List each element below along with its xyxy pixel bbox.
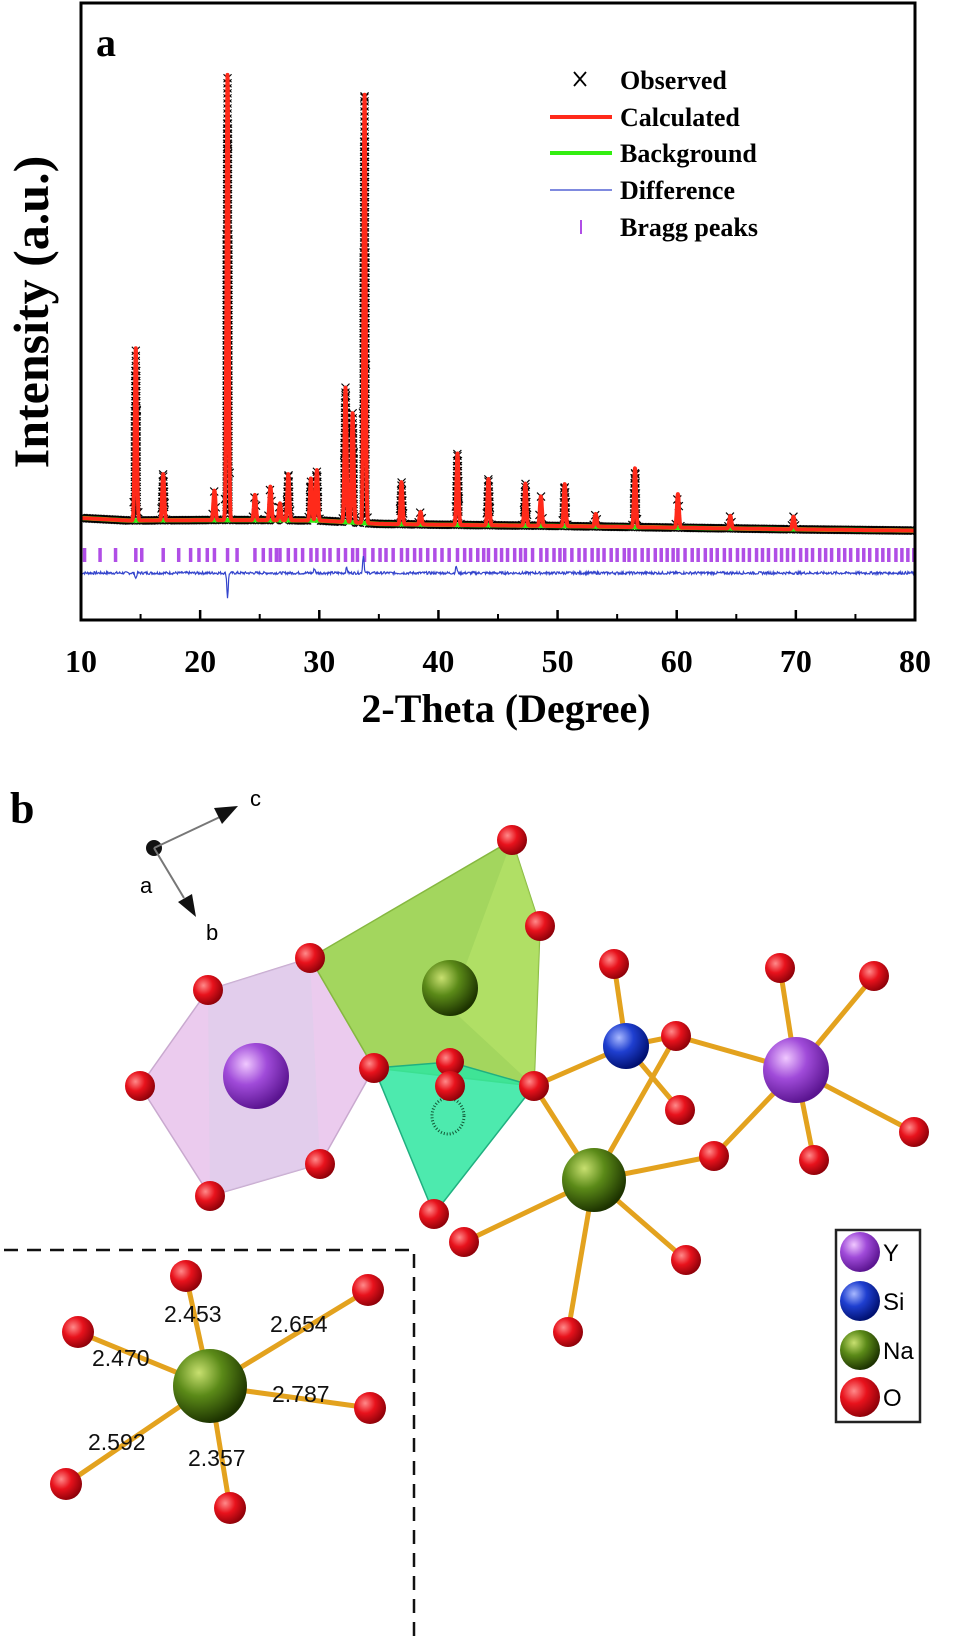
difference-line [81,556,915,599]
panel-b-label: b [10,784,34,833]
o-atom [553,1317,583,1347]
bond-length-label: 2.592 [88,1429,146,1455]
calculated-line [81,72,915,533]
x-marker-icon [573,71,587,87]
o-atom [497,825,527,855]
axis-label-a: a [140,873,153,898]
bond-length-label: 2.470 [92,1345,150,1371]
c-axis-arrowhead-icon [214,806,238,824]
o-atom [665,1095,695,1125]
o-atom [799,1145,829,1175]
o-atom [449,1227,479,1257]
atom-legend-o: O [883,1385,902,1412]
o-atom [899,1117,929,1147]
o-atom [170,1260,202,1292]
x-tick-label: 30 [303,643,335,679]
na-coordination-inset: 2.453 2.654 2.470 2.787 2.592 2.357 [4,1248,416,1636]
x-tick-label: 70 [780,643,812,679]
o-atom [519,1071,549,1101]
x-tick-label: 80 [899,643,931,679]
atom-legend-si: Si [883,1289,904,1316]
plot-area [81,72,915,599]
o-atom [359,1053,389,1083]
o-atom [671,1245,701,1275]
axis-label-b: b [206,920,218,945]
o-atom [295,943,325,973]
legend: Observed Calculated Background Differenc… [550,66,758,242]
o-atom [352,1274,384,1306]
o-atom [195,1181,225,1211]
o-atom [525,911,555,941]
observed-series [81,73,915,536]
legend-item-difference: Difference [550,176,735,205]
y-axis-label: Intensity (a.u.) [3,156,59,469]
atom-legend-na: Na [883,1338,914,1365]
legend-item-bragg: Bragg peaks [580,213,758,242]
crystal-axes-indicator: c a b [140,786,261,945]
legend-item-background: Background [550,139,757,168]
o-atom [765,953,795,983]
si-atom [603,1023,649,1069]
legend-label-difference: Difference [620,176,735,205]
panel-a-label: a [96,20,116,65]
o-atom [125,1071,155,1101]
na-atom [562,1148,626,1212]
b-axis-arrow [153,847,185,899]
legend-item-calculated: Calculated [550,103,740,132]
y-swatch-icon [840,1232,880,1272]
b-axis-arrowhead-icon [178,894,196,917]
na-atom [173,1349,247,1423]
o-atom [214,1492,246,1524]
bond-length-label: 2.453 [164,1301,222,1327]
bond-length-label: 2.654 [270,1311,328,1337]
o-atom [305,1149,335,1179]
x-tick-label: 20 [184,643,216,679]
legend-label-background: Background [620,139,757,168]
y-atom [223,1043,289,1109]
o-atom [859,961,889,991]
x-axis-label: 2-Theta (Degree) [361,686,650,731]
bond-length-label: 2.787 [272,1381,330,1407]
o-atom [62,1316,94,1348]
x-tick-label: 60 [661,643,693,679]
panel-b: b c a b [4,784,929,1636]
panel-a: a Intensity (a.u.) 2-Theta (Degree) 10 20… [3,1,931,731]
o-atom [435,1071,465,1101]
atom-legend-y: Y [883,1240,899,1267]
legend-label-calculated: Calculated [620,103,740,132]
na-swatch-icon [840,1330,880,1370]
na-atom [422,960,478,1016]
x-tick-label: 10 [65,643,97,679]
o-atom [419,1199,449,1229]
o-atom [661,1021,691,1051]
axis-label-c: c [250,786,261,811]
bond-length-label: 2.357 [188,1445,246,1471]
y-atom [763,1037,829,1103]
x-tick-label: 40 [422,643,454,679]
legend-item-observed: Observed [573,66,727,95]
c-axis-arrow [153,815,223,849]
si-swatch-icon [840,1281,880,1321]
o-atom [193,975,223,1005]
o-atom [354,1392,386,1424]
x-tick-label: 50 [542,643,574,679]
legend-label-bragg: Bragg peaks [620,213,758,242]
bragg-peaks [82,548,915,562]
o-atom [599,949,629,979]
legend-label-observed: Observed [620,66,727,95]
atom-legend: Y Si Na O [834,1228,922,1424]
o-atom [699,1141,729,1171]
o-atom [50,1468,82,1500]
o-swatch-icon [840,1377,880,1417]
